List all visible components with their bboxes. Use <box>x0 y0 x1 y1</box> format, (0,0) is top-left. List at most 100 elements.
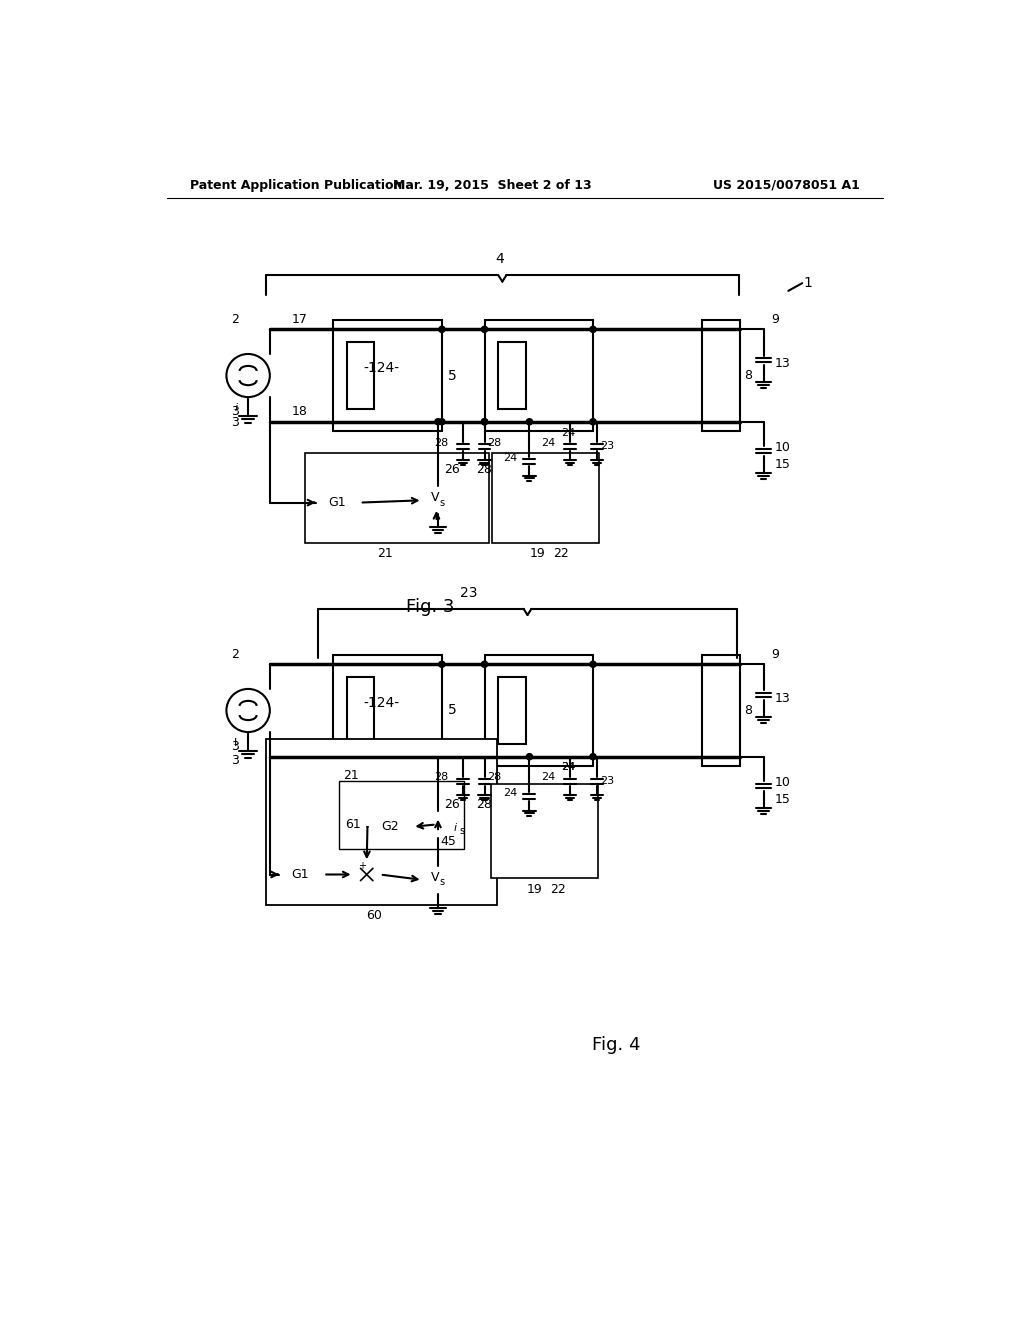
Text: 24: 24 <box>561 428 575 437</box>
Circle shape <box>590 754 596 760</box>
Text: I: I <box>234 738 238 748</box>
Circle shape <box>435 418 441 425</box>
Bar <box>701 321 740 430</box>
Circle shape <box>481 661 487 668</box>
Bar <box>369 813 411 840</box>
Text: 8: 8 <box>744 370 752 381</box>
Text: 13: 13 <box>774 693 791 705</box>
Circle shape <box>425 812 452 838</box>
Text: 5: 5 <box>449 368 457 383</box>
Text: 45: 45 <box>440 834 457 847</box>
Text: i: i <box>454 824 457 833</box>
Text: 24: 24 <box>542 772 556 783</box>
Circle shape <box>435 754 441 760</box>
Circle shape <box>526 754 532 760</box>
Circle shape <box>438 418 445 425</box>
Text: 23: 23 <box>600 776 614 787</box>
Bar <box>484 321 593 430</box>
Text: 22: 22 <box>550 883 566 896</box>
Circle shape <box>526 418 532 425</box>
Text: 15: 15 <box>774 458 791 471</box>
Text: 28: 28 <box>487 437 502 447</box>
Text: 8: 8 <box>744 704 752 717</box>
Circle shape <box>481 418 487 425</box>
Text: Fig. 3: Fig. 3 <box>406 598 455 616</box>
Circle shape <box>226 354 270 397</box>
Text: -124-: -124- <box>364 360 399 375</box>
Text: 61: 61 <box>345 818 360 832</box>
Bar <box>499 677 525 743</box>
Text: 26: 26 <box>444 797 460 810</box>
Bar <box>701 655 740 766</box>
Circle shape <box>481 754 487 760</box>
Circle shape <box>590 326 596 333</box>
Circle shape <box>481 418 487 425</box>
Text: 10: 10 <box>774 776 791 788</box>
Text: Fig. 4: Fig. 4 <box>592 1036 640 1055</box>
Text: 2: 2 <box>231 648 239 661</box>
Text: 3: 3 <box>231 754 239 767</box>
Text: 5: 5 <box>449 704 457 718</box>
Circle shape <box>424 866 452 894</box>
Text: 24: 24 <box>504 788 518 797</box>
Circle shape <box>590 661 596 668</box>
Text: 24: 24 <box>542 437 556 447</box>
Circle shape <box>355 863 378 886</box>
Text: 3: 3 <box>231 741 239 754</box>
Text: 15: 15 <box>774 793 791 807</box>
Bar <box>266 739 497 904</box>
Text: s: s <box>439 498 444 508</box>
Text: 3: 3 <box>231 405 239 418</box>
Bar <box>499 342 525 409</box>
Text: +: + <box>358 861 366 871</box>
Text: G2: G2 <box>381 820 398 833</box>
Bar <box>280 862 322 887</box>
Text: 21: 21 <box>378 546 393 560</box>
Circle shape <box>424 487 452 515</box>
Bar <box>347 342 375 409</box>
Text: i: i <box>234 403 238 413</box>
Text: 28: 28 <box>476 463 493 477</box>
Text: Patent Application Publication: Patent Application Publication <box>190 178 402 191</box>
Text: 3: 3 <box>231 416 239 429</box>
Text: 9: 9 <box>771 313 779 326</box>
Text: 21: 21 <box>343 768 358 781</box>
Bar <box>490 784 598 878</box>
Text: G1: G1 <box>292 869 309 880</box>
Text: 28: 28 <box>434 772 449 783</box>
Text: 23: 23 <box>460 586 478 599</box>
Text: 28: 28 <box>476 797 493 810</box>
Bar <box>305 453 489 544</box>
Text: 60: 60 <box>366 908 382 921</box>
Bar <box>493 453 599 544</box>
Circle shape <box>438 326 445 333</box>
Bar <box>334 655 442 766</box>
Text: 19: 19 <box>527 883 543 896</box>
Circle shape <box>590 418 596 425</box>
Text: 1: 1 <box>804 276 813 290</box>
Bar <box>334 321 442 430</box>
Text: 23: 23 <box>600 441 614 451</box>
Bar <box>347 677 375 743</box>
Text: 28: 28 <box>434 437 449 447</box>
Text: 18: 18 <box>292 405 308 418</box>
Bar <box>315 490 358 516</box>
Text: s: s <box>439 878 444 887</box>
Text: US 2015/0078051 A1: US 2015/0078051 A1 <box>713 178 859 191</box>
Text: s: s <box>459 826 464 837</box>
Text: 17: 17 <box>292 313 308 326</box>
Text: 28: 28 <box>487 772 502 783</box>
Text: 9: 9 <box>771 648 779 661</box>
Circle shape <box>481 754 487 760</box>
Text: -124-: -124- <box>364 696 399 710</box>
Text: Mar. 19, 2015  Sheet 2 of 13: Mar. 19, 2015 Sheet 2 of 13 <box>393 178 592 191</box>
Text: V: V <box>431 871 439 884</box>
Text: 13: 13 <box>774 358 791 371</box>
Circle shape <box>226 689 270 733</box>
Bar <box>484 655 593 766</box>
Text: 22: 22 <box>553 546 569 560</box>
Text: G1: G1 <box>328 496 346 510</box>
Circle shape <box>438 661 445 668</box>
Text: 24: 24 <box>561 763 575 772</box>
Text: 10: 10 <box>774 441 791 454</box>
